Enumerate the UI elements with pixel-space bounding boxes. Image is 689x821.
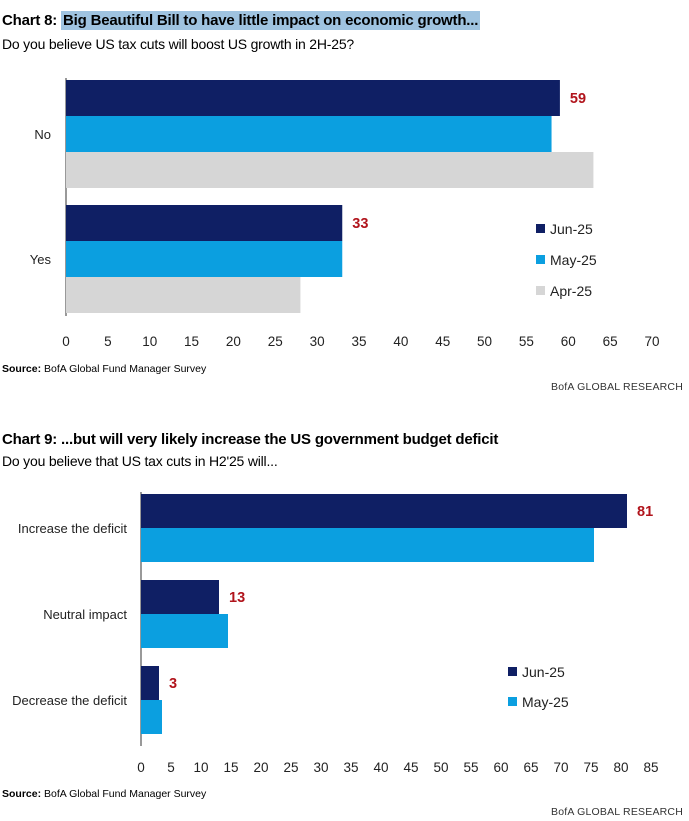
- x-tick-label-5: 5: [167, 760, 175, 775]
- bar-may-25-neutral-impact: [141, 614, 228, 648]
- x-tick-label-20: 20: [253, 760, 268, 775]
- legend-label-apr-25: Apr-25: [550, 283, 592, 299]
- legend-swatch-apr-25: [536, 286, 545, 295]
- x-tick-label-80: 80: [613, 760, 628, 775]
- x-tick-label-75: 75: [583, 760, 598, 775]
- chart-8-research-credit: BofA GLOBAL RESEARCH: [551, 381, 683, 393]
- category-label-increase-the-deficit: Increase the deficit: [18, 521, 128, 536]
- legend-label-may-25: May-25: [522, 694, 569, 710]
- data-label-jun-25-yes: 33: [352, 216, 368, 232]
- chart-8-source: Source: BofA Global Fund Manager Survey: [2, 363, 206, 375]
- chart-9-source: Source: BofA Global Fund Manager Survey: [2, 788, 206, 800]
- bar-may-25-decrease-the-deficit: [141, 700, 162, 734]
- x-tick-label-20: 20: [226, 334, 241, 349]
- x-tick-label-30: 30: [310, 334, 325, 349]
- bar-jun-25-decrease-the-deficit: [141, 666, 159, 700]
- data-label-jun-25-no: 59: [570, 91, 586, 107]
- chart-8-source-text: BofA Global Fund Manager Survey: [41, 363, 207, 375]
- chart-8-title: Chart 8: Big Beautiful Bill to have litt…: [2, 11, 481, 30]
- chart-9-subtitle: Do you believe that US tax cuts in H2'25…: [2, 453, 278, 469]
- chart-8-title-main: Big Beautiful Bill to have little impact…: [61, 11, 481, 30]
- x-tick-label-10: 10: [142, 334, 157, 349]
- legend-swatch-jun-25: [536, 224, 545, 233]
- x-tick-label-35: 35: [351, 334, 366, 349]
- category-label-decrease-the-deficit: Decrease the deficit: [12, 693, 127, 708]
- chart-9-source-text: BofA Global Fund Manager Survey: [41, 788, 207, 800]
- x-tick-label-25: 25: [268, 334, 283, 349]
- bar-jun-25-no: [66, 80, 560, 116]
- x-tick-label-70: 70: [644, 334, 659, 349]
- data-label-jun-25-neutral-impact: 13: [229, 590, 245, 606]
- x-tick-label-65: 65: [523, 760, 538, 775]
- bar-may-25-no: [66, 116, 552, 152]
- legend-label-may-25: May-25: [550, 252, 597, 268]
- x-tick-label-55: 55: [519, 334, 534, 349]
- x-tick-label-85: 85: [643, 760, 658, 775]
- legend-label-jun-25: Jun-25: [550, 221, 593, 237]
- chart-8-panel: Chart 8: Big Beautiful Bill to have litt…: [0, 0, 689, 405]
- x-tick-label-50: 50: [433, 760, 448, 775]
- x-tick-label-0: 0: [62, 334, 70, 349]
- x-tick-label-60: 60: [493, 760, 508, 775]
- chart-8-title-prefix: Chart 8:: [2, 12, 62, 29]
- chart-8-source-label: Source:: [2, 363, 42, 375]
- x-tick-label-45: 45: [435, 334, 450, 349]
- chart-9-research-credit: BofA GLOBAL RESEARCH: [551, 806, 683, 818]
- legend-label-jun-25: Jun-25: [522, 664, 565, 680]
- legend-swatch-jun-25: [508, 667, 517, 676]
- bar-jun-25-increase-the-deficit: [141, 494, 627, 528]
- x-tick-label-10: 10: [193, 760, 208, 775]
- data-label-jun-25-increase-the-deficit: 81: [637, 504, 653, 520]
- chart-9-title-main: ...but will very likely increase the US …: [61, 431, 499, 448]
- bar-jun-25-yes: [66, 205, 343, 241]
- chart-9-source-label: Source:: [2, 788, 42, 800]
- x-tick-label-30: 30: [313, 760, 328, 775]
- chart-8-plot: 59 No 33 Yes 0 5 10 15 20 25 30 35 40 45 50 55 60 65 70 Jun…: [30, 78, 660, 349]
- category-label-no: No: [34, 127, 51, 142]
- x-tick-label-40: 40: [373, 760, 388, 775]
- x-tick-label-0: 0: [137, 760, 145, 775]
- bar-apr-25-yes: [66, 277, 301, 313]
- bar-apr-25-no: [66, 152, 594, 188]
- x-tick-label-35: 35: [343, 760, 358, 775]
- bar-may-25-increase-the-deficit: [141, 528, 594, 562]
- x-tick-label-65: 65: [603, 334, 618, 349]
- category-label-neutral-impact: Neutral impact: [43, 607, 127, 622]
- bar-may-25-yes: [66, 241, 343, 277]
- x-tick-label-5: 5: [104, 334, 112, 349]
- legend-swatch-may-25: [536, 255, 545, 264]
- x-tick-label-15: 15: [184, 334, 199, 349]
- x-tick-label-25: 25: [283, 760, 298, 775]
- bar-jun-25-neutral-impact: [141, 580, 219, 614]
- data-label-jun-25-decrease-the-deficit: 3: [169, 676, 177, 692]
- chart-9-title: Chart 9: ...but will very likely increas…: [2, 431, 498, 448]
- chart-9-plot: 81 Increase the deficit 13 Neutral impact 3 D…: [12, 492, 659, 775]
- chart-9-title-prefix: Chart 9:: [2, 431, 62, 448]
- x-tick-label-15: 15: [223, 760, 238, 775]
- x-tick-label-55: 55: [463, 760, 478, 775]
- x-tick-label-45: 45: [403, 760, 418, 775]
- legend-swatch-may-25: [508, 697, 517, 706]
- chart-9-panel: Chart 9: ...but will very likely increas…: [0, 426, 689, 821]
- x-tick-label-40: 40: [393, 334, 408, 349]
- x-tick-label-60: 60: [561, 334, 576, 349]
- chart-8-subtitle: Do you believe US tax cuts will boost US…: [2, 36, 354, 52]
- x-tick-label-70: 70: [553, 760, 568, 775]
- category-label-yes: Yes: [30, 252, 52, 267]
- x-tick-label-50: 50: [477, 334, 492, 349]
